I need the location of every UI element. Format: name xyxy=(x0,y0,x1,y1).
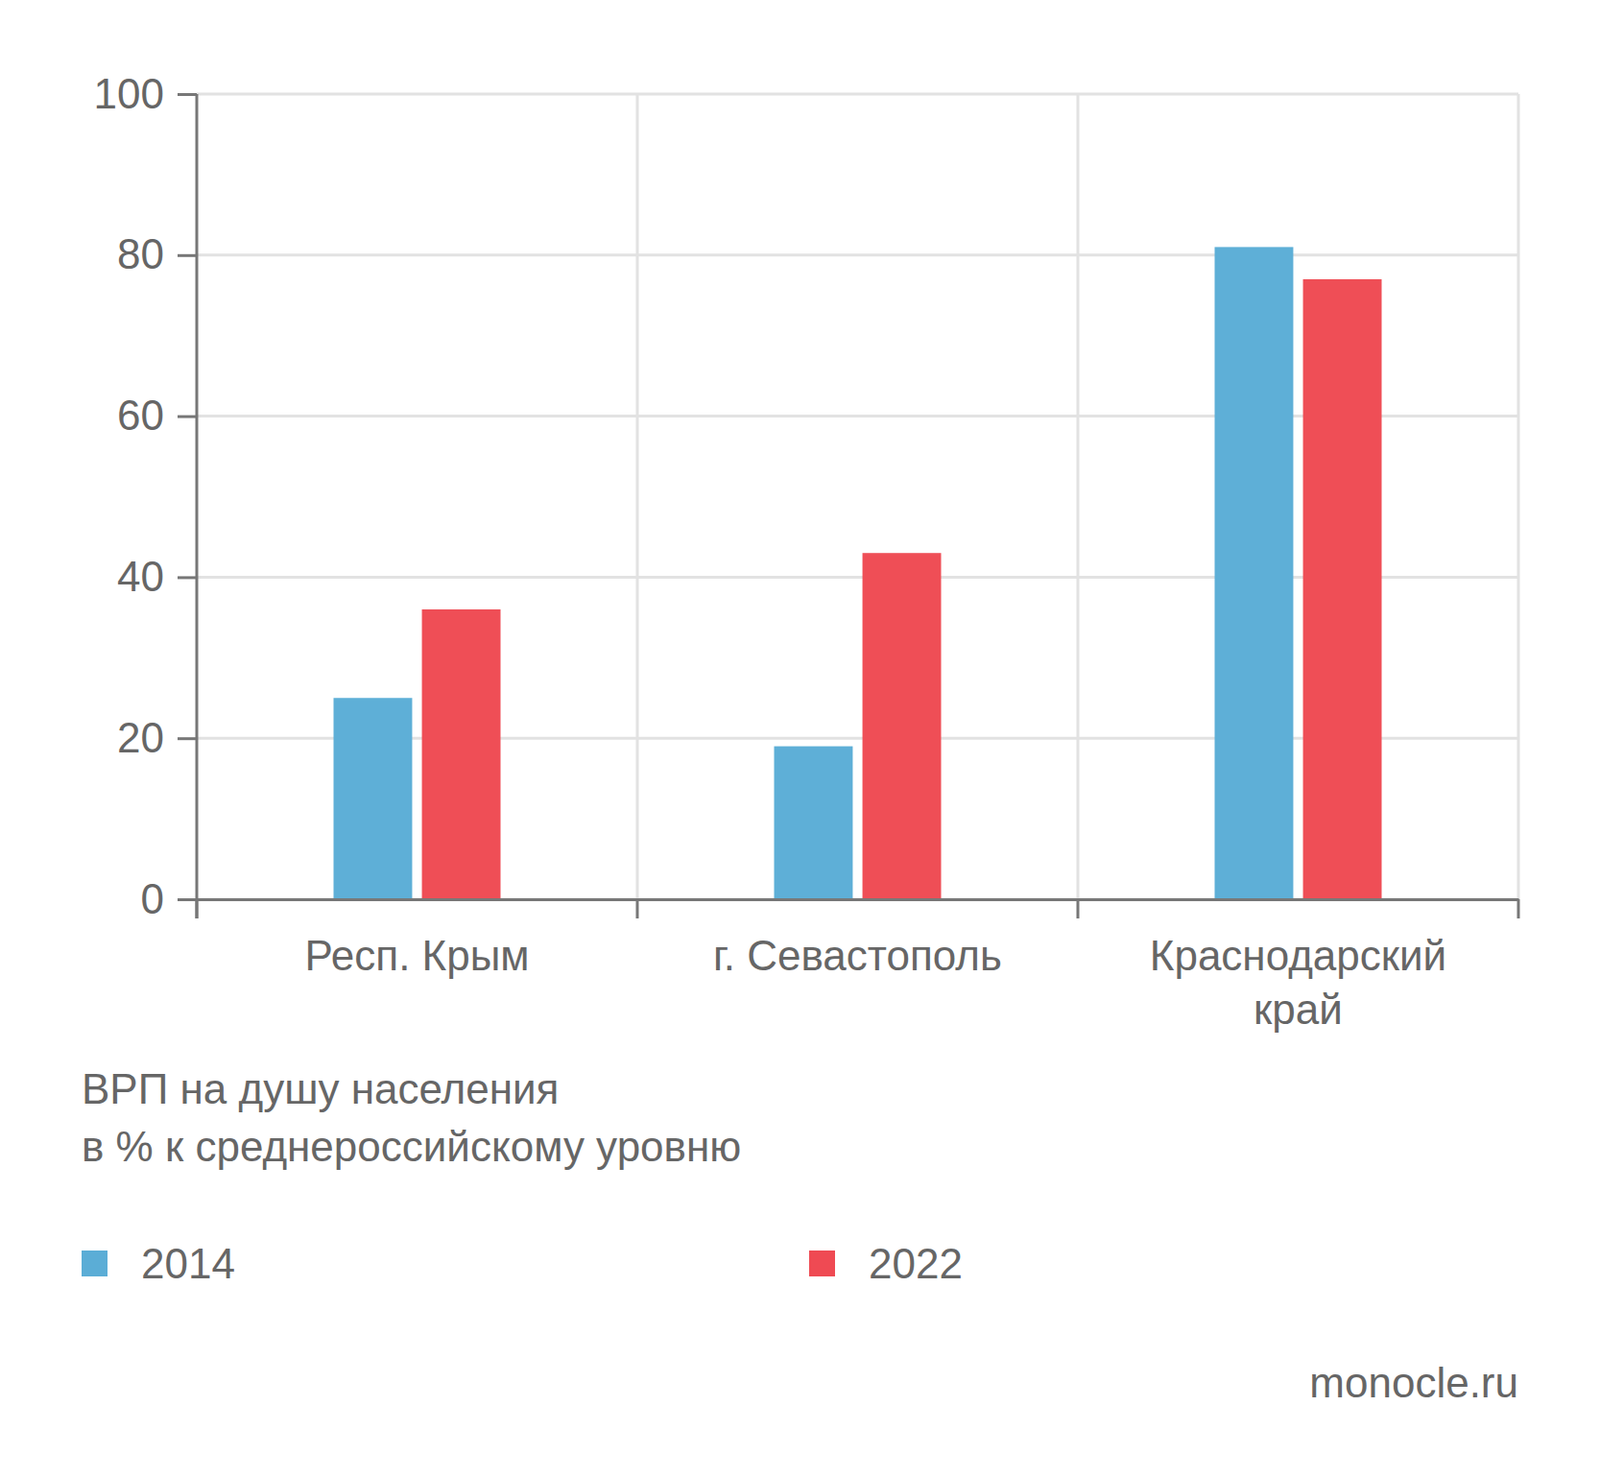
y-tick-label: 100 xyxy=(94,70,165,118)
y-axis-line xyxy=(195,94,199,900)
y-tick-mark xyxy=(177,415,197,419)
y-tick: 60 xyxy=(117,391,197,439)
legend-swatch xyxy=(81,1250,108,1277)
y-tick-mark xyxy=(177,898,197,902)
y-tick-label: 80 xyxy=(117,230,165,278)
y-tick: 40 xyxy=(117,552,197,600)
category-divider xyxy=(1517,94,1521,900)
bars xyxy=(334,246,1383,900)
title: ВРП на душу населенияв % к среднероссийс… xyxy=(81,1065,741,1171)
legend-item: 2022 xyxy=(809,1240,963,1288)
chart: 0 20 40 60 80 100 Респ. Крым г. Севастополь Крас… xyxy=(0,0,1600,1477)
x-axis: Респ. Крым г. Севастополь Краснодарскийкра… xyxy=(197,899,1520,1033)
bar xyxy=(334,697,413,900)
y-axis: 0 20 40 60 80 100 xyxy=(94,70,197,923)
x-tick: г. Севастополь xyxy=(713,899,1003,980)
legend-item: 2014 xyxy=(81,1240,236,1288)
category-tick xyxy=(1076,899,1080,919)
y-tick-label: 60 xyxy=(117,391,165,439)
legend-swatch xyxy=(809,1250,836,1277)
y-tick: 20 xyxy=(117,714,197,762)
x-tick-label: Краснодарскийкрай xyxy=(1149,931,1447,1033)
bar-series xyxy=(422,279,1383,900)
x-tick-label: г. Севастополь xyxy=(713,931,1003,980)
legend-label: 2022 xyxy=(868,1240,963,1288)
x-tick-label: Респ. Крым xyxy=(304,931,529,980)
y-tick: 100 xyxy=(94,70,197,118)
y-tick-mark xyxy=(177,737,197,741)
category-tick xyxy=(636,899,640,919)
y-axis-extension xyxy=(195,899,199,919)
x-tick: Краснодарскийкрай xyxy=(1149,899,1447,1033)
source: monocle.ru xyxy=(1309,1359,1519,1407)
category-divider xyxy=(1076,94,1080,900)
y-tick-label: 0 xyxy=(141,875,165,923)
category-tick xyxy=(1517,899,1521,919)
category-divider xyxy=(636,94,640,900)
y-tick: 0 xyxy=(141,875,197,923)
bar xyxy=(1215,246,1294,900)
category-grid xyxy=(637,94,1519,900)
grid xyxy=(196,94,1519,900)
bar xyxy=(422,609,502,900)
category-tick xyxy=(195,899,199,919)
bar-series xyxy=(334,246,1294,900)
y-tick-label: 20 xyxy=(117,714,165,762)
y-tick-label: 40 xyxy=(117,552,165,600)
y-tick-mark xyxy=(177,93,197,96)
bar xyxy=(774,746,854,900)
legend: 2014 2022 xyxy=(81,1240,963,1288)
y-tick-mark xyxy=(177,254,197,258)
grid-line xyxy=(196,93,1519,96)
grid-line xyxy=(196,253,1519,257)
bar xyxy=(1303,279,1383,900)
category-ticks xyxy=(196,899,1519,919)
y-tick-mark xyxy=(177,575,197,579)
x-tick: Респ. Крым xyxy=(304,899,529,980)
legend-label: 2014 xyxy=(141,1240,236,1288)
bar xyxy=(862,552,942,900)
x-axis-line xyxy=(197,898,1520,902)
y-tick: 80 xyxy=(117,230,197,278)
